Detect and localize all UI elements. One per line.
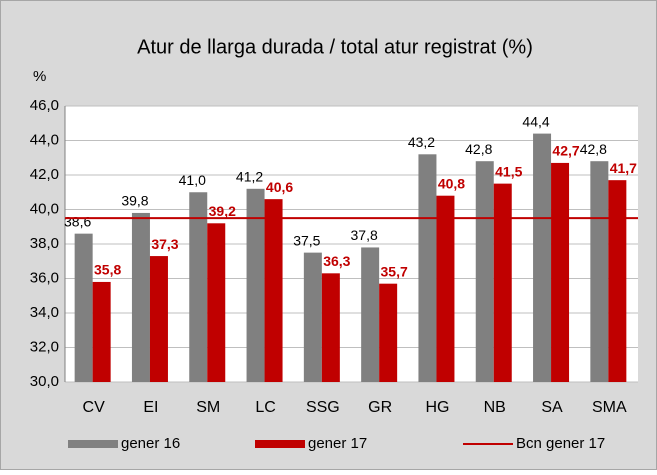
x-tick-label: SM	[196, 399, 220, 416]
bar	[207, 223, 226, 382]
bar	[379, 283, 398, 382]
bar	[533, 133, 552, 382]
bar	[321, 273, 340, 382]
y-axis-label: %	[33, 68, 46, 85]
data-label: 42,8	[580, 141, 607, 157]
x-tick-label: HG	[425, 399, 449, 416]
data-label: 39,2	[209, 203, 236, 219]
data-label: 37,5	[293, 232, 320, 248]
legend-label: gener 17	[308, 435, 367, 452]
x-tick-label: GR	[368, 399, 392, 416]
bar	[608, 180, 627, 382]
data-label: 37,3	[151, 236, 178, 252]
x-tick-label: SMA	[592, 399, 627, 416]
y-tick-label: 34,0	[30, 304, 59, 321]
x-tick-label: EI	[143, 399, 158, 416]
y-tick-label: 36,0	[30, 269, 59, 286]
legend-swatch	[68, 440, 118, 448]
x-tick-label: NB	[484, 399, 506, 416]
bar	[149, 256, 168, 382]
y-tick-label: 30,0	[30, 373, 59, 390]
x-tick-label: LC	[255, 399, 275, 416]
x-tick-label: CV	[83, 399, 106, 416]
bar	[74, 233, 93, 382]
data-label: 40,6	[266, 179, 293, 195]
data-label: 35,8	[94, 262, 121, 278]
legend-swatch	[255, 440, 305, 448]
y-tick-label: 32,0	[30, 338, 59, 355]
bar	[493, 183, 512, 382]
bar	[475, 161, 494, 382]
bar	[303, 252, 322, 382]
chart-title: Atur de llarga durada / total atur regis…	[137, 36, 533, 58]
data-label: 35,7	[381, 263, 408, 279]
data-label: 41,2	[236, 169, 263, 185]
bar	[92, 281, 111, 382]
x-tick-label: SSG	[306, 399, 340, 416]
data-label: 43,2	[408, 134, 435, 150]
bar	[436, 195, 455, 382]
data-label: 44,4	[522, 113, 549, 129]
data-label: 36,3	[323, 253, 350, 269]
y-tick-label: 44,0	[30, 131, 59, 148]
bar	[131, 212, 150, 382]
y-tick-label: 40,0	[30, 200, 59, 217]
bar	[264, 199, 283, 382]
data-label: 41,5	[495, 163, 522, 179]
data-label: 42,8	[465, 141, 492, 157]
bar	[361, 247, 380, 382]
legend-label: gener 16	[121, 435, 180, 452]
data-label: 41,0	[179, 172, 206, 188]
bar	[189, 192, 208, 382]
x-tick-label: SA	[541, 399, 563, 416]
data-label: 38,6	[64, 213, 91, 229]
y-tick-label: 42,0	[30, 166, 59, 183]
legend-label: Bcn gener 17	[516, 435, 605, 452]
data-label: 40,8	[438, 175, 465, 191]
data-label: 42,7	[552, 143, 579, 159]
y-tick-label: 46,0	[30, 97, 59, 114]
bar	[590, 161, 609, 382]
bar	[418, 154, 437, 382]
y-tick-label: 38,0	[30, 235, 59, 252]
data-label: 41,7	[610, 160, 637, 176]
data-label: 37,8	[351, 227, 378, 243]
bar	[551, 162, 570, 382]
bar	[246, 188, 265, 382]
data-label: 39,8	[121, 193, 148, 209]
